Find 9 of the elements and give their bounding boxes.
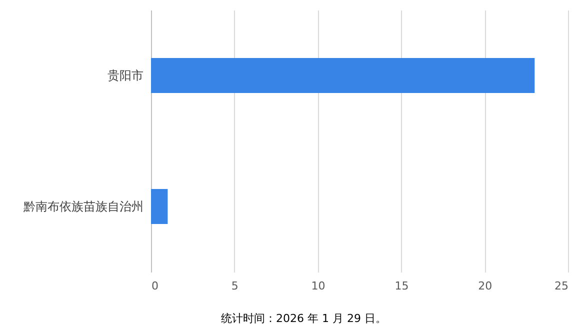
x-tick-label: 5	[231, 280, 238, 292]
text: 统计时间：2026 年 1 月 29 日。	[221, 312, 386, 325]
x-tick-label: 10	[311, 280, 326, 292]
x-tick-label: 0	[152, 280, 158, 292]
y-tick-label: 贵阳市	[108, 68, 144, 82]
x-tick-label: 15	[394, 280, 409, 292]
x-tick-label: 20	[478, 280, 492, 292]
y-tick-label: 黔南布依族苗族自治州	[22, 200, 144, 214]
x-tick-label: 25	[554, 280, 568, 292]
